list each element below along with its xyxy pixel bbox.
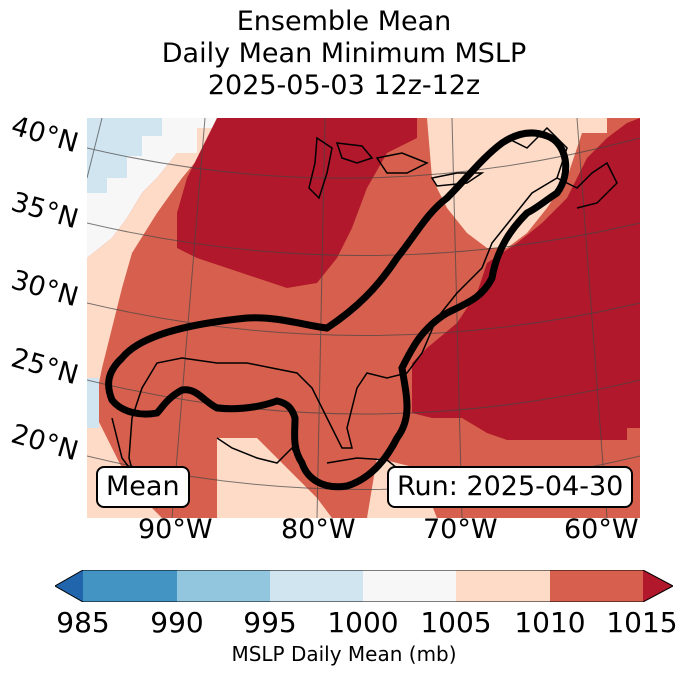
chart-title-line3: 2025-05-03 12z-12z bbox=[207, 70, 481, 101]
field-1010-1015-interior bbox=[177, 118, 417, 288]
colorbar-segment-990-995 bbox=[177, 570, 270, 602]
colorbar-tick-990: 990 bbox=[150, 606, 204, 639]
colorbar-tick-1015: 1015 bbox=[606, 606, 678, 639]
mean-contour bbox=[105, 129, 570, 491]
colorbar-tick-995: 995 bbox=[243, 606, 297, 639]
colorbar bbox=[55, 570, 673, 602]
field-1005-1010-caribbean bbox=[217, 438, 332, 518]
coastlines bbox=[111, 126, 618, 509]
field-995-1000-southwest bbox=[87, 378, 99, 428]
colorbar-label: MSLP Daily Mean (mb) bbox=[231, 642, 457, 666]
chart-title-line1: Ensemble Mean bbox=[236, 6, 452, 37]
run-date-box: Run: 2025-04-30 bbox=[387, 466, 634, 508]
colorbar-tick-985: 985 bbox=[56, 606, 110, 639]
map-panel bbox=[87, 118, 640, 518]
lon-label-90: 90°W bbox=[138, 514, 213, 545]
colorbar-tick-1000: 1000 bbox=[327, 606, 399, 639]
mean-label-box: Mean bbox=[96, 466, 190, 508]
lon-label-60: 60°W bbox=[564, 514, 639, 545]
lat-label-35: 35°N bbox=[7, 186, 82, 236]
colorbar-segment-985-990 bbox=[83, 570, 177, 602]
colorbar-tick-1010: 1010 bbox=[514, 606, 586, 639]
colorbar-segment-1010-1015 bbox=[550, 570, 643, 602]
colorbar-segment-995-1000 bbox=[270, 570, 363, 602]
lat-label-20: 20°N bbox=[7, 418, 82, 468]
field-1005-1010-pale-region bbox=[87, 118, 222, 448]
lat-label-40: 40°N bbox=[7, 110, 82, 160]
colorbar-segment-under bbox=[55, 570, 83, 602]
chart-title-line2: Daily Mean Minimum MSLP bbox=[161, 38, 527, 69]
field-995-1000-region bbox=[87, 118, 162, 193]
colorbar-segment-over bbox=[643, 570, 673, 602]
lat-label-25: 25°N bbox=[7, 342, 82, 392]
lon-label-80: 80°W bbox=[281, 514, 356, 545]
lat-label-30: 30°N bbox=[7, 264, 82, 314]
colorbar-tick-1005: 1005 bbox=[420, 606, 492, 639]
colorbar-segment-1005-1010 bbox=[456, 570, 550, 602]
colorbar-segment-1000-1005 bbox=[363, 570, 456, 602]
lon-label-70: 70°W bbox=[423, 514, 498, 545]
